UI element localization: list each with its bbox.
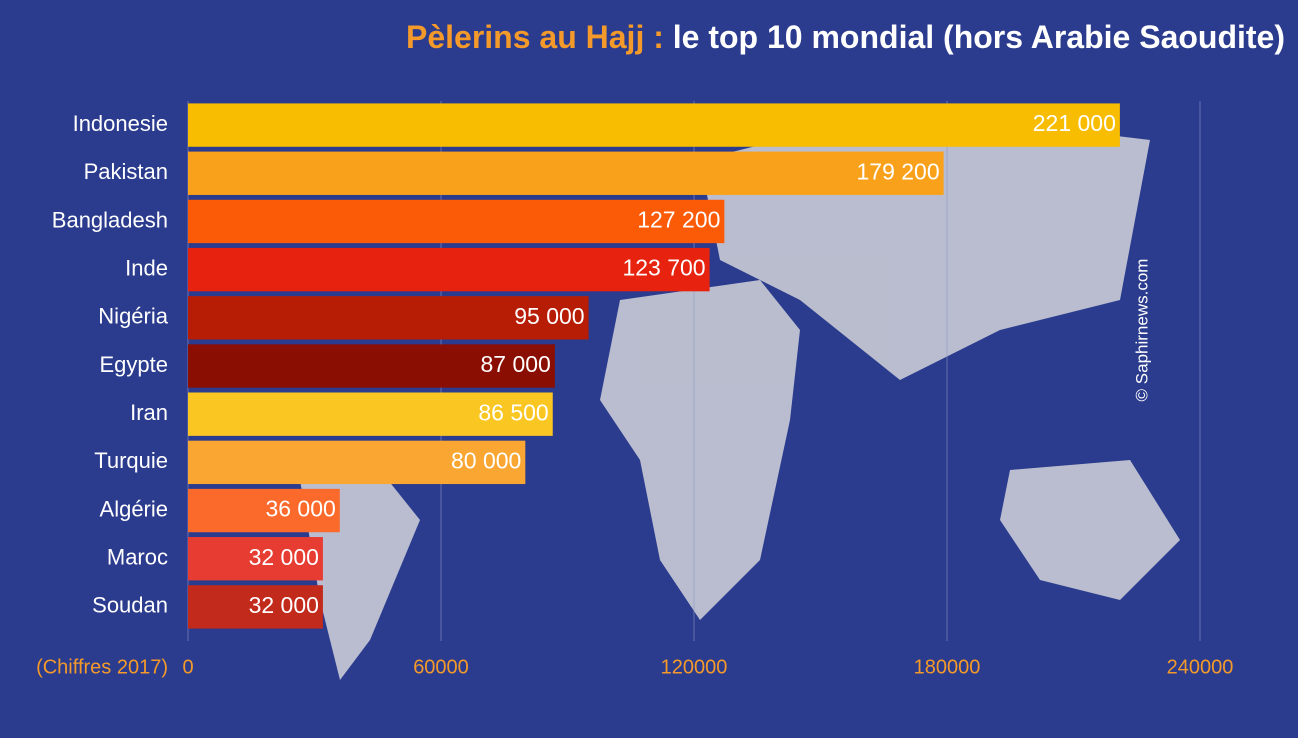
bar (188, 344, 555, 388)
x-tick-label: 0 (182, 656, 193, 678)
bar (188, 488, 340, 533)
value-label: 95 000 (514, 303, 584, 329)
bar (188, 440, 526, 485)
category-label: Indonesie (73, 111, 168, 136)
bar (188, 537, 323, 581)
category-label: Inde (125, 255, 168, 280)
x-tick-label: 180000 (914, 656, 981, 678)
bar (188, 392, 553, 436)
value-label: 221 000 (1033, 110, 1116, 136)
value-label: 86 500 (478, 399, 548, 425)
bar (188, 247, 710, 292)
value-label: 32 000 (249, 592, 319, 618)
x-tick-label: 120000 (661, 656, 728, 678)
category-label: Turquie (94, 448, 168, 473)
value-label: 36 000 (265, 496, 335, 522)
category-label: Egypte (100, 352, 169, 377)
bar (188, 199, 725, 244)
bar (188, 296, 589, 340)
annotation: (Chiffres 2017) (36, 656, 168, 678)
value-label: 123 700 (622, 255, 705, 281)
bar (188, 103, 1120, 147)
title-part: Pèlerins au Hajj : (406, 19, 664, 55)
category-label: Algérie (100, 496, 168, 521)
category-label: Iran (130, 400, 168, 425)
value-label: 32 000 (249, 544, 319, 570)
bar (188, 585, 323, 629)
x-tick-label: 240000 (1167, 656, 1234, 678)
credit: © Saphirnews.com (1132, 259, 1151, 402)
x-tick-label: 60000 (413, 656, 469, 678)
bar (188, 151, 944, 195)
chart-title: Pèlerins au Hajj : le top 10 mondial (ho… (406, 19, 1285, 55)
category-label: Soudan (92, 593, 168, 618)
value-label: 87 000 (480, 351, 550, 377)
value-label: 127 200 (637, 207, 720, 233)
value-label: 179 200 (856, 158, 939, 184)
category-label: Nigéria (98, 304, 168, 329)
category-label: Maroc (107, 545, 168, 570)
category-label: Pakistan (84, 159, 168, 184)
category-label: Bangladesh (52, 207, 168, 232)
value-label: 80 000 (451, 447, 521, 473)
title-part: le top 10 mondial (hors Arabie Saoudite) (673, 19, 1285, 55)
